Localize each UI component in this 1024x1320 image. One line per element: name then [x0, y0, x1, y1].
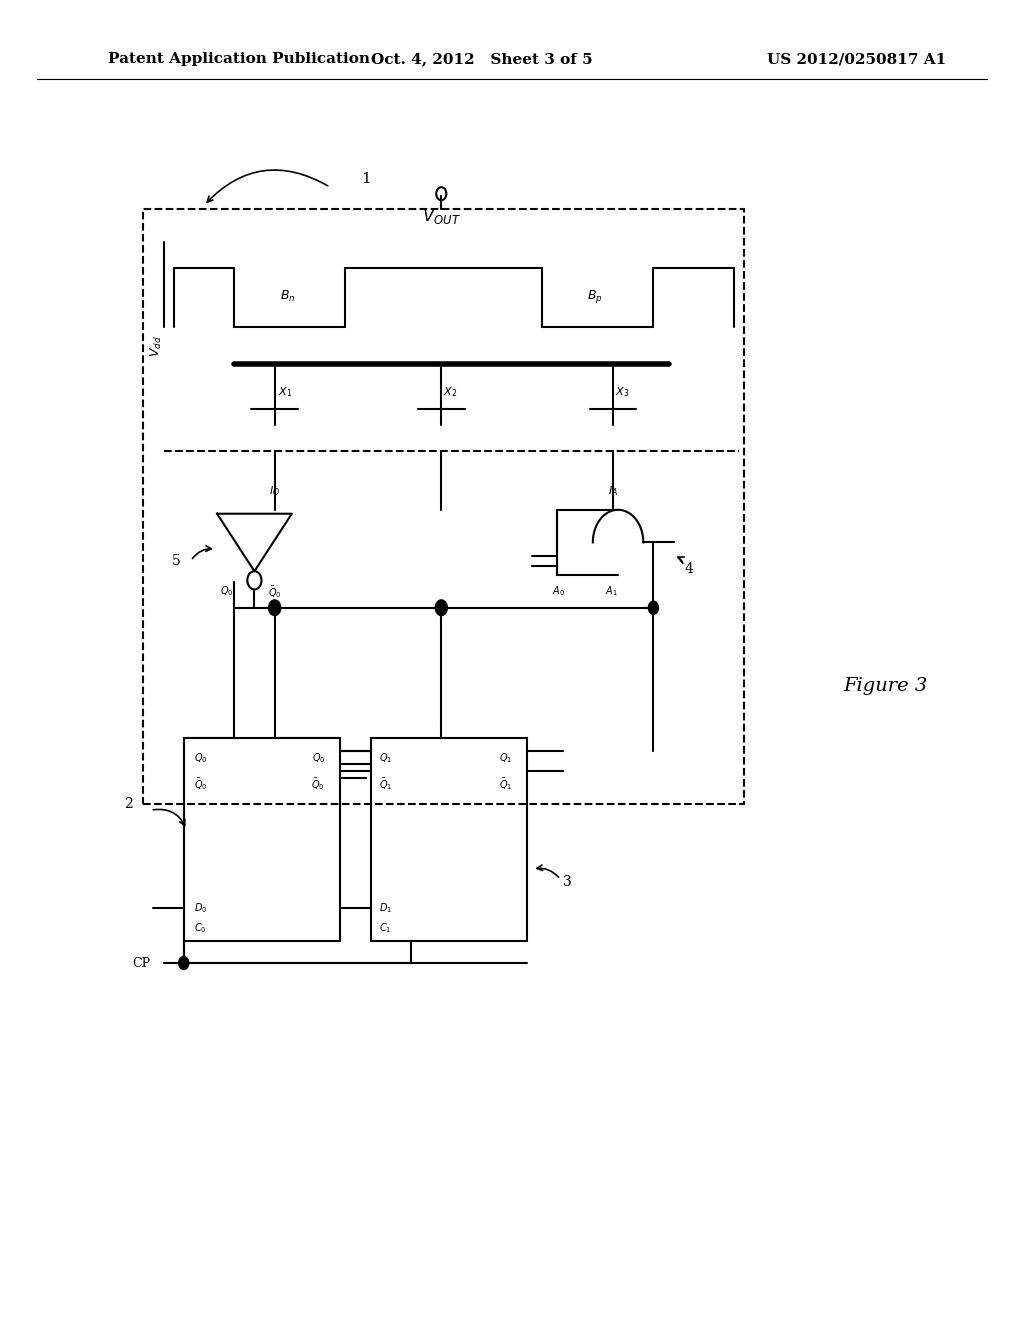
Text: Patent Application Publication: Patent Application Publication [108, 53, 370, 66]
Text: 3: 3 [563, 875, 572, 890]
Text: $B_n$: $B_n$ [280, 289, 296, 305]
Text: Figure 3: Figure 3 [844, 677, 928, 696]
Text: 5: 5 [172, 553, 181, 568]
Text: $X_3$: $X_3$ [615, 385, 630, 399]
Text: $C_1$: $C_1$ [379, 921, 391, 935]
Text: $Q_1$: $Q_1$ [499, 751, 512, 764]
Text: Oct. 4, 2012   Sheet 3 of 5: Oct. 4, 2012 Sheet 3 of 5 [371, 53, 593, 66]
Circle shape [178, 957, 188, 970]
Text: $\bar{Q}_0$: $\bar{Q}_0$ [268, 585, 282, 601]
Text: 1: 1 [360, 173, 371, 186]
Text: $Q_0$: $Q_0$ [220, 585, 233, 598]
Text: $I_A$: $I_A$ [608, 484, 618, 498]
Text: 2: 2 [124, 797, 132, 810]
Bar [371, 738, 527, 941]
Circle shape [435, 599, 447, 615]
Text: CP: CP [132, 957, 151, 969]
Text: $Q_1$: $Q_1$ [379, 751, 392, 764]
Text: $\bar{Q}_0$: $\bar{Q}_0$ [311, 776, 326, 792]
Text: $B_p$: $B_p$ [587, 288, 603, 305]
Text: $D_1$: $D_1$ [379, 902, 392, 915]
Text: $X_2$: $X_2$ [443, 385, 458, 399]
Text: $I_O$: $I_O$ [269, 484, 281, 498]
Text: $C_0$: $C_0$ [194, 921, 207, 935]
Text: $Q_0$: $Q_0$ [311, 751, 326, 764]
Circle shape [648, 601, 658, 614]
Text: $\bar{Q}_1$: $\bar{Q}_1$ [379, 776, 392, 792]
Text: $\bar{Q}_1$: $\bar{Q}_1$ [499, 776, 512, 792]
Bar [183, 738, 340, 941]
Text: $A_1$: $A_1$ [604, 585, 617, 598]
Text: $\bar{Q}_0$: $\bar{Q}_0$ [194, 776, 208, 792]
Circle shape [268, 599, 281, 615]
Text: US 2012/0250817 A1: US 2012/0250817 A1 [767, 53, 946, 66]
Text: $V_{dd}$: $V_{dd}$ [148, 335, 164, 358]
Bar [143, 210, 744, 804]
Text: $D_0$: $D_0$ [194, 902, 207, 915]
Text: $V_{OUT}$: $V_{OUT}$ [422, 206, 461, 226]
Text: 4: 4 [684, 561, 693, 576]
Text: $Q_0$: $Q_0$ [194, 751, 208, 764]
Text: $A_0$: $A_0$ [552, 585, 565, 598]
Circle shape [436, 601, 446, 614]
Text: $X_1$: $X_1$ [278, 385, 292, 399]
